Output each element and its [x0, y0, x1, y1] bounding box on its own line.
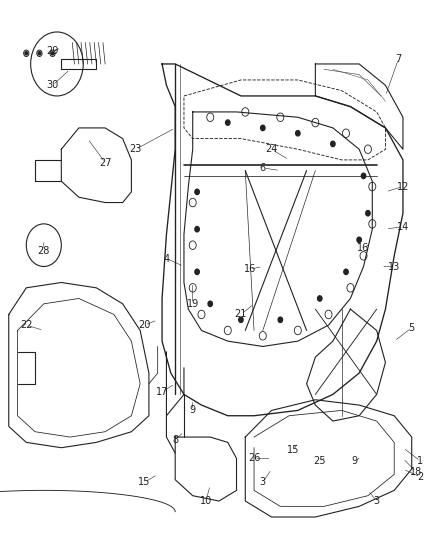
- Text: 4: 4: [163, 254, 170, 263]
- Text: 13: 13: [388, 262, 400, 271]
- Text: 27: 27: [99, 158, 111, 167]
- Text: 15: 15: [287, 446, 300, 455]
- Text: 1: 1: [417, 456, 424, 466]
- Text: 9: 9: [352, 456, 358, 466]
- Text: 12: 12: [397, 182, 409, 191]
- Circle shape: [239, 317, 243, 322]
- Circle shape: [331, 141, 335, 147]
- Circle shape: [361, 173, 366, 179]
- Text: 22: 22: [20, 320, 32, 330]
- Text: 7: 7: [396, 54, 402, 63]
- Circle shape: [226, 120, 230, 125]
- Text: 3: 3: [374, 496, 380, 506]
- Circle shape: [278, 317, 283, 322]
- Text: 2: 2: [417, 472, 424, 482]
- Text: 26: 26: [248, 454, 260, 463]
- Circle shape: [195, 189, 199, 195]
- Text: 17: 17: [156, 387, 168, 397]
- Text: 18: 18: [410, 467, 422, 477]
- Text: 25: 25: [314, 456, 326, 466]
- Circle shape: [296, 131, 300, 136]
- Text: 29: 29: [46, 46, 59, 55]
- Text: 28: 28: [38, 246, 50, 255]
- Text: 14: 14: [397, 222, 409, 231]
- Circle shape: [195, 227, 199, 232]
- Text: 9: 9: [190, 406, 196, 415]
- Text: 3: 3: [260, 478, 266, 487]
- Text: 30: 30: [46, 80, 59, 90]
- Circle shape: [38, 52, 41, 55]
- Circle shape: [366, 211, 370, 216]
- Text: 23: 23: [130, 144, 142, 154]
- Circle shape: [357, 237, 361, 243]
- Text: 10: 10: [200, 496, 212, 506]
- Circle shape: [51, 52, 54, 55]
- Circle shape: [25, 52, 28, 55]
- Text: 20: 20: [138, 320, 151, 330]
- Circle shape: [318, 296, 322, 301]
- Text: 24: 24: [265, 144, 278, 154]
- Circle shape: [344, 269, 348, 274]
- Text: 16: 16: [357, 243, 370, 253]
- Circle shape: [208, 301, 212, 306]
- Circle shape: [261, 125, 265, 131]
- Text: 6: 6: [260, 163, 266, 173]
- Text: 19: 19: [187, 299, 199, 309]
- Circle shape: [195, 269, 199, 274]
- Text: 16: 16: [244, 264, 256, 274]
- Text: 15: 15: [138, 478, 151, 487]
- Text: 5: 5: [409, 323, 415, 333]
- Text: 8: 8: [172, 435, 178, 445]
- Text: 21: 21: [235, 310, 247, 319]
